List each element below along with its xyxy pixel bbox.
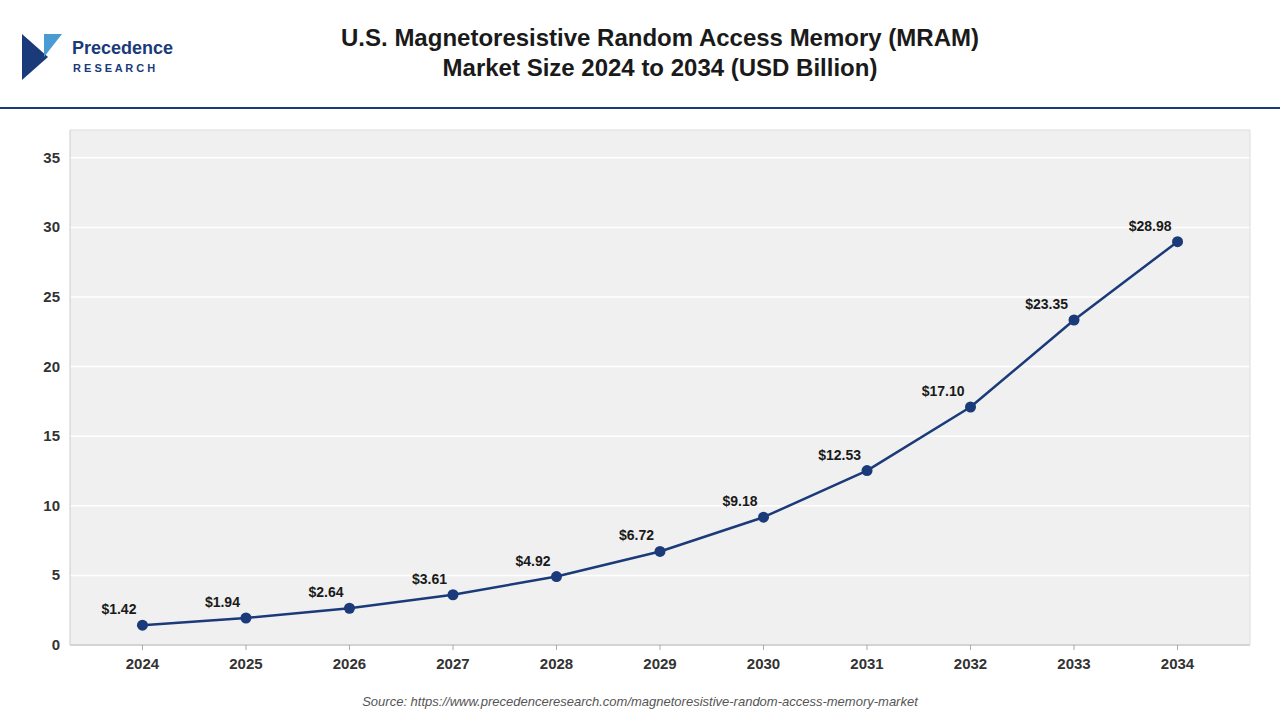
grid-line [70, 435, 1250, 437]
data-labels: $1.42 $1.94 $2.64 $3.61 $4.92 $6.72 $9.18 $12.5… [101, 218, 1171, 618]
grid-line [70, 366, 1250, 368]
x-tick-label: 2027 [436, 655, 469, 672]
x-tick-label: 2026 [333, 655, 366, 672]
marker [447, 589, 458, 600]
data-label: $2.64 [308, 584, 343, 600]
logo-text: Precedence [72, 38, 173, 58]
data-label: $12.53 [818, 447, 861, 463]
grid-line [70, 575, 1250, 577]
grid-line [70, 227, 1250, 229]
x-tick [245, 645, 246, 650]
line [142, 242, 1177, 626]
x-tick-label: 2030 [747, 655, 780, 672]
grid-line [70, 157, 1250, 159]
x-tick [452, 645, 453, 650]
y-tick-label: 25 [43, 288, 60, 305]
x-tick [867, 645, 868, 650]
separator [0, 107, 1280, 109]
plot-frame [1250, 130, 1251, 645]
y-tick-label: 30 [43, 218, 60, 235]
y-axis-line [70, 130, 71, 645]
x-tick-label: 2033 [1057, 655, 1090, 672]
x-tick [1074, 645, 1075, 650]
background [0, 0, 1280, 720]
x-tick [970, 645, 971, 650]
logo: Precedence R E S E A R C H [22, 34, 173, 80]
x-tick-label: 2032 [954, 655, 987, 672]
marker [655, 546, 666, 557]
plot-background [70, 130, 1250, 645]
data-label: $4.92 [515, 553, 550, 569]
marker [965, 401, 976, 412]
data-label: $1.94 [205, 594, 240, 610]
x-tick [142, 645, 143, 650]
x-tick-label: 2029 [643, 655, 676, 672]
y-tick-label: 15 [43, 427, 60, 444]
marker [758, 512, 769, 523]
x-tick-label: 2028 [540, 655, 573, 672]
marker [1069, 314, 1080, 325]
x-tick [660, 645, 661, 650]
x-tick [349, 645, 350, 650]
logo-text: R E S E A R C H [73, 62, 155, 74]
y-tick-label: 0 [52, 636, 60, 653]
data-label: $17.10 [922, 383, 965, 399]
y-tick-label: 10 [43, 497, 60, 514]
grid-line [70, 296, 1250, 298]
y-tick-label: 5 [52, 566, 60, 583]
marker [551, 571, 562, 582]
x-tick-label: 2034 [1161, 655, 1195, 672]
data-label: $9.18 [722, 493, 757, 509]
data-label: $6.72 [619, 527, 654, 543]
marker [137, 620, 148, 631]
x-tick-label: 2025 [229, 655, 262, 672]
axes: 0510152025303520242025202620272028202920… [43, 130, 1250, 672]
title-line: U.S. Magnetoresistive Random Access Memo… [341, 24, 979, 51]
x-tick [556, 645, 557, 650]
data-label: $23.35 [1025, 296, 1068, 312]
data-label: $1.42 [101, 601, 136, 617]
data-label: $3.61 [412, 571, 447, 587]
plot-frame [70, 130, 1250, 131]
title: U.S. Magnetoresistive Random Access Memo… [341, 24, 979, 81]
x-tick [1177, 645, 1178, 650]
x-tick-label: 2024 [126, 655, 160, 672]
x-tick [763, 645, 764, 650]
logo-triangle [44, 34, 62, 57]
marker [344, 603, 355, 614]
source-note: Source: https://www.precedenceresearch.c… [362, 694, 919, 709]
data-label: $28.98 [1129, 218, 1172, 234]
y-tick-label: 35 [43, 149, 60, 166]
plot-area [137, 236, 1183, 631]
chart-canvas: Precedence R E S E A R C H U.S. Magnetores… [0, 0, 1280, 720]
x-tick-label: 2031 [850, 655, 883, 672]
marker [862, 465, 873, 476]
y-tick-label: 20 [43, 358, 60, 375]
marker [1172, 236, 1183, 247]
marker [240, 612, 251, 623]
title-line: Market Size 2024 to 2034 (USD Billion) [443, 54, 878, 81]
x-axis-line [70, 645, 1250, 646]
grid-line [70, 505, 1250, 507]
